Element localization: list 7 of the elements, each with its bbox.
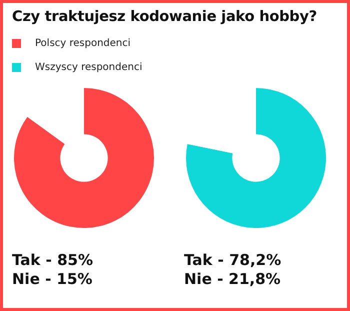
category-label: Tak - 85% <box>12 251 93 269</box>
chart-title: Czy traktujesz kodowanie jako hobby? <box>12 9 317 25</box>
category-label: Nie - 21,8% <box>184 270 281 288</box>
category-label: Nie - 15% <box>12 270 92 288</box>
legend-label: Polscy respondenci <box>35 38 131 49</box>
legend-label: Wszyscy respondenci <box>35 62 142 73</box>
category-label: Tak - 78,2% <box>184 251 282 269</box>
